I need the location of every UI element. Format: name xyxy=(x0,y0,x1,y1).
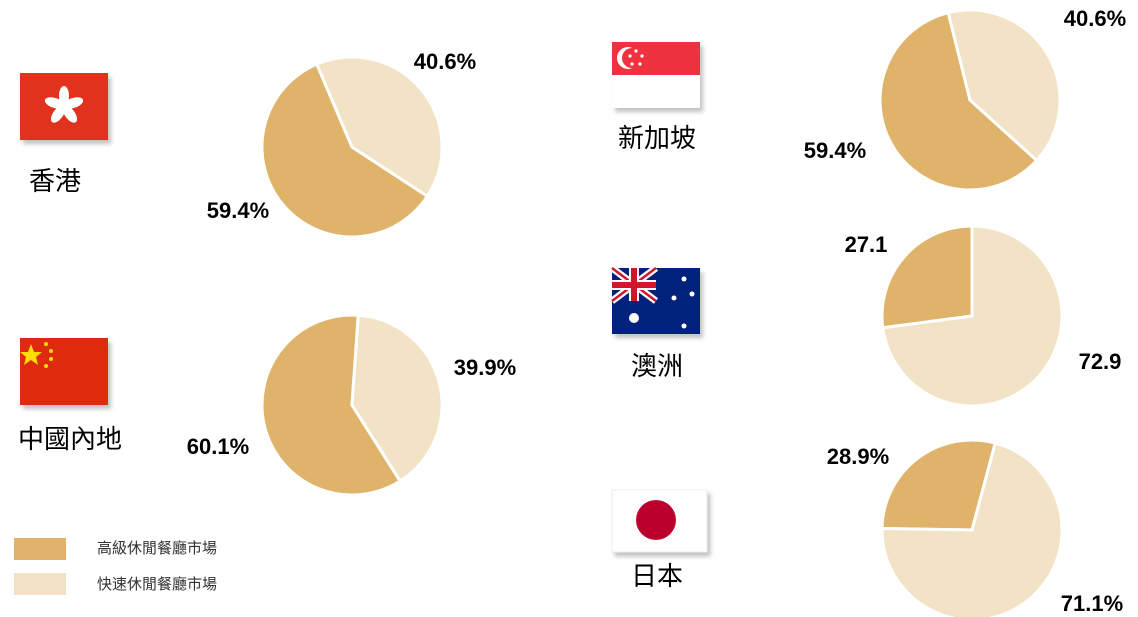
pie-slice xyxy=(314,55,444,199)
data-label: 59.4% xyxy=(207,198,269,223)
pie-slice xyxy=(878,10,1039,192)
country-label: 澳洲 xyxy=(631,351,683,381)
country-label: 中國內地 xyxy=(18,424,122,454)
pie-slice xyxy=(260,62,430,239)
flag-japan xyxy=(611,489,708,553)
data-label: 71.1% xyxy=(1061,591,1123,616)
pie-slice xyxy=(880,224,974,330)
legend-swatch xyxy=(14,573,66,595)
data-label: 27.1 xyxy=(845,232,888,257)
pie-slice xyxy=(350,313,444,484)
flag-australia xyxy=(609,265,700,334)
legend-label: 高級休閒餐廳市場 xyxy=(97,539,217,557)
pie-slice xyxy=(881,224,1064,408)
data-label: 40.6% xyxy=(414,49,476,74)
data-label: 40.6% xyxy=(1064,6,1126,31)
country-label: 新加坡 xyxy=(618,123,696,153)
country-label: 日本 xyxy=(631,561,683,591)
pie-slice xyxy=(260,313,403,497)
legend-label: 快速休閒餐廳市場 xyxy=(97,575,217,593)
pie-slice xyxy=(880,438,998,532)
data-label: 28.9% xyxy=(827,444,889,469)
flag-china xyxy=(20,338,108,405)
flag-singapore xyxy=(612,42,700,108)
country-label: 香港 xyxy=(29,166,81,196)
data-label: 60.1% xyxy=(187,434,249,459)
legend-swatch xyxy=(14,538,66,560)
data-label: 39.9% xyxy=(454,355,516,380)
data-label: 72.9 xyxy=(1079,349,1122,374)
data-label: 59.4% xyxy=(804,138,866,163)
flag-hong-kong xyxy=(20,73,108,140)
pie-slice xyxy=(946,8,1062,163)
pie-slice xyxy=(880,441,1064,617)
